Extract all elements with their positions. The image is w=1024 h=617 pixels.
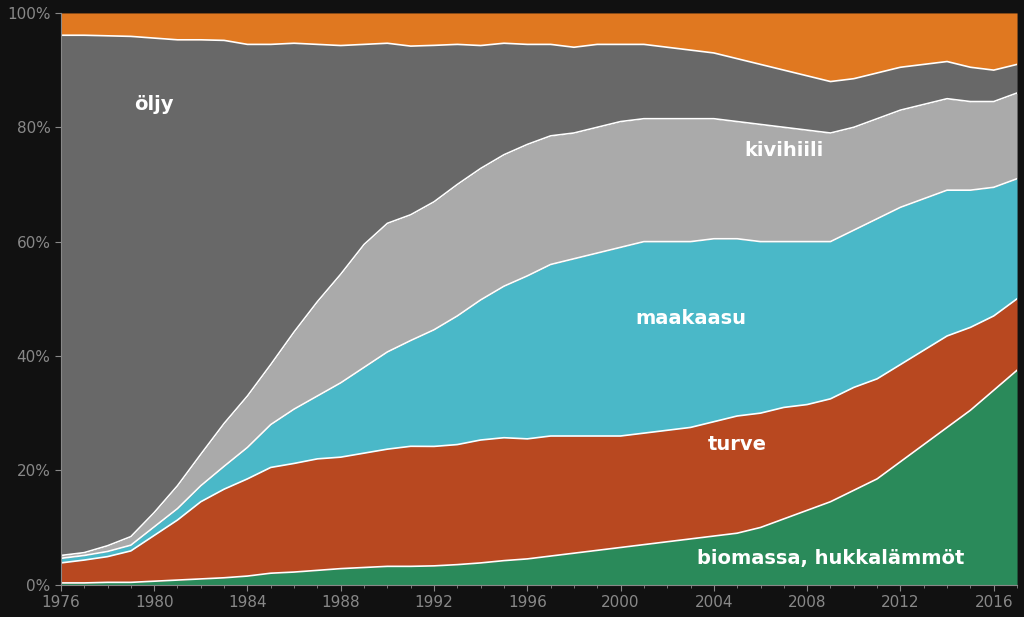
Text: biomassa, hukkalämmöt: biomassa, hukkalämmöt xyxy=(696,549,965,568)
Text: kivihiili: kivihiili xyxy=(744,141,823,160)
Text: turve: turve xyxy=(708,435,767,454)
Text: muu: muu xyxy=(965,18,1013,37)
Text: öljy: öljy xyxy=(134,95,174,114)
Text: maakaasu: maakaasu xyxy=(635,309,746,328)
